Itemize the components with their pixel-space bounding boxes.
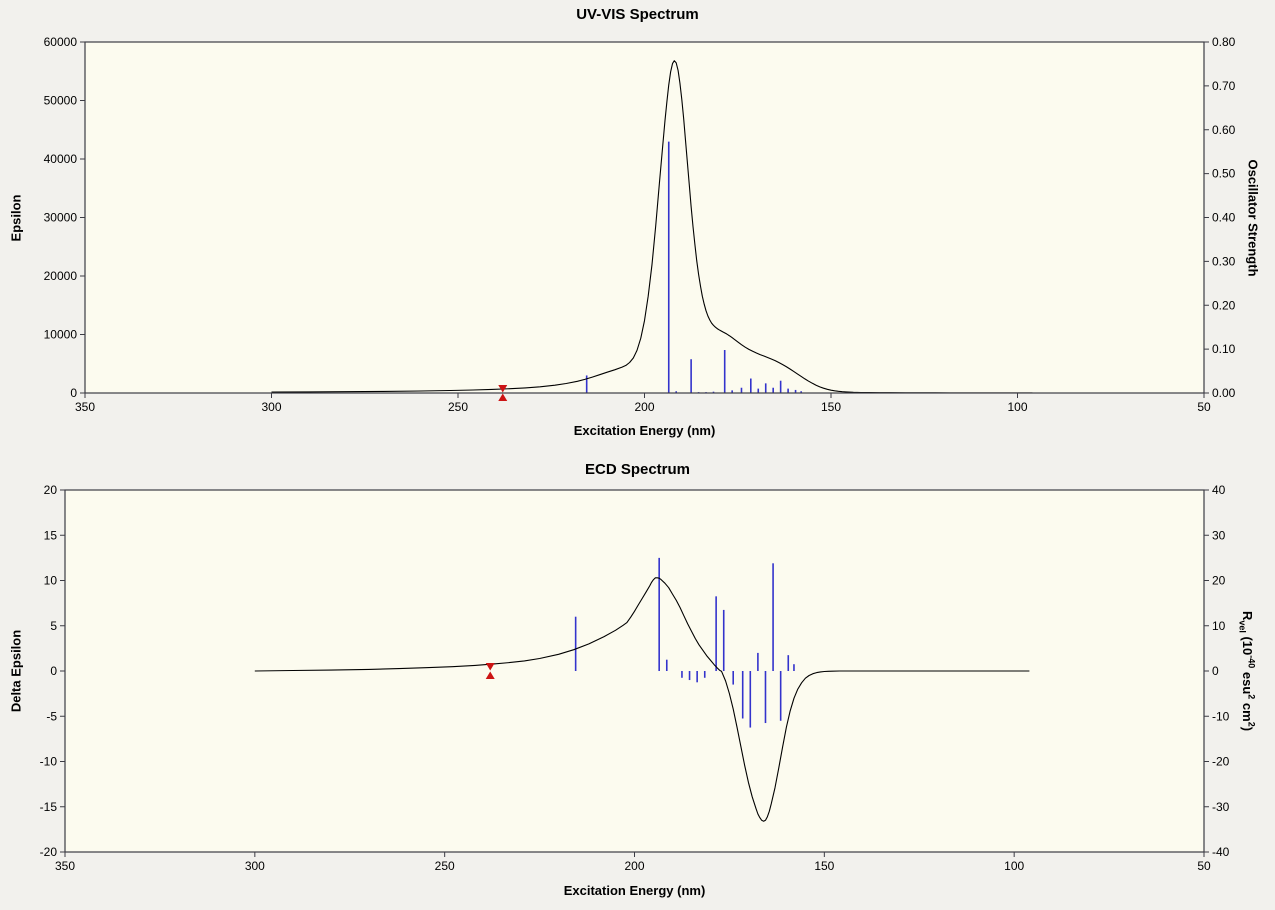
left-tick-label: 15 (44, 528, 58, 542)
right-tick-label: -30 (1212, 800, 1230, 814)
left-axis-ticks: 0 10000 20000 30000 40000 50000 60000 (44, 35, 85, 400)
spectrum-curve (254, 577, 1030, 822)
ecd-title: ECD Spectrum (584, 461, 691, 478)
x-tick-label: 100 (1007, 400, 1027, 414)
right-tick-label: 0.60 (1212, 123, 1236, 137)
ecd-panel: 350 300 250 200 150 100 50 -20 -15 -10 -5 0 5 10 15 20-… (0, 455, 1275, 910)
x-tick-label: 300 (245, 859, 265, 873)
left-tick-label: 10000 (44, 328, 78, 342)
ecd-x-axis-label: Excitation Energy (nm) (563, 883, 706, 898)
axis-label-sup: 2 (1246, 694, 1257, 700)
x-tick-label: 100 (1004, 859, 1024, 873)
ecd-plot-canvas[interactable]: 350 300 250 200 150 100 50-20-15-10-505101520-… (0, 455, 1275, 910)
right-axis-ticks: -40 -30 -20 -10 0 10 20 30 40 (1204, 483, 1230, 859)
left-axis-ticks: -20 -15 -10 -5 0 5 10 15 20 (40, 483, 65, 859)
stick-spectrum (574, 557, 795, 728)
left-tick-label: 60000 (44, 35, 78, 49)
uvvis-right-axis-label: Oscillator Strength (1245, 158, 1261, 277)
uvvis-panel: 350 300 250 200 150 100 50 0 10000 20000 30000 4000… (0, 0, 1275, 455)
left-tick-label: 40000 (44, 152, 78, 166)
wavelength-marker[interactable] (498, 385, 508, 401)
uvvis-left-axis-label: Epsilon (8, 194, 24, 241)
left-tick-label: 10 (44, 574, 58, 588)
ecd-left-axis-label: Delta Epsilon (8, 629, 24, 713)
right-tick-label: -20 (1212, 755, 1230, 769)
right-tick-label: 10 (1212, 619, 1226, 633)
plot-background (85, 42, 1204, 393)
right-tick-label: 0.30 (1212, 254, 1236, 268)
wavelength-marker[interactable] (485, 663, 495, 679)
x-tick-label: 300 (261, 400, 281, 414)
left-tick-label: -5 (46, 709, 57, 723)
right-tick-label: 0.00 (1212, 386, 1236, 400)
right-tick-label: 0.10 (1212, 342, 1236, 356)
x-tick-label: 50 (1197, 859, 1211, 873)
right-tick-label: 20 (1212, 574, 1226, 588)
left-tick-label: 50000 (44, 94, 78, 108)
right-axis-ticks: 0.00 0.10 0.20 0.30 0.40 0.50 0.60 0.70 0.80 (1204, 35, 1236, 400)
x-tick-label: 350 (55, 859, 75, 873)
right-tick-label: 0.40 (1212, 211, 1236, 225)
left-tick-label: 0 (70, 386, 77, 400)
axis-label-sup: 2 (1246, 721, 1257, 727)
plot-background (65, 490, 1204, 852)
right-tick-label: 30 (1212, 528, 1226, 542)
left-tick-label: 20000 (44, 269, 78, 283)
axis-label-sup: -40 (1246, 655, 1257, 669)
right-tick-label: 0 (1212, 664, 1219, 678)
x-axis-ticks: 350 300 250 200 150 100 50 (75, 393, 1211, 414)
right-tick-label: -10 (1212, 709, 1230, 723)
x-tick-label: 150 (821, 400, 841, 414)
uvvis-title: UV-VIS Spectrum (576, 6, 699, 23)
right-tick-label: 0.50 (1212, 167, 1236, 181)
x-tick-label: 200 (634, 400, 654, 414)
x-tick-label: 150 (814, 859, 834, 873)
x-tick-label: 50 (1197, 400, 1211, 414)
left-tick-label: -10 (40, 755, 58, 769)
right-tick-label: 0.20 (1212, 298, 1236, 312)
uvvis-plot-canvas[interactable]: 350 300 250 200 150 100 50 0 10000 20000 30000 4000… (0, 0, 1275, 455)
left-tick-label: 20 (44, 483, 58, 497)
x-tick-label: 350 (75, 400, 95, 414)
left-tick-label: -20 (40, 845, 58, 859)
spectrum-curve (271, 60, 1033, 394)
x-axis-ticks: 350 300 250 200 150 100 50 (55, 852, 1211, 873)
uvvis-x-axis-label: Excitation Energy (nm) (573, 423, 716, 438)
left-tick-label: 30000 (44, 211, 78, 225)
left-tick-label: 0 (50, 664, 57, 678)
right-tick-label: 0.80 (1212, 35, 1236, 49)
x-tick-label: 200 (624, 859, 644, 873)
x-tick-label: 250 (448, 400, 468, 414)
left-tick-label: -15 (40, 800, 58, 814)
left-tick-label: 5 (50, 619, 57, 633)
right-tick-label: 0.70 (1212, 79, 1236, 93)
right-tick-label: -40 (1212, 845, 1230, 859)
ecd-right-axis-label: Rvel (10-40 esu2 cm2) (1237, 610, 1257, 732)
axis-label-sub: vel (1237, 620, 1248, 633)
right-tick-label: 40 (1212, 483, 1226, 497)
x-tick-label: 250 (435, 859, 455, 873)
